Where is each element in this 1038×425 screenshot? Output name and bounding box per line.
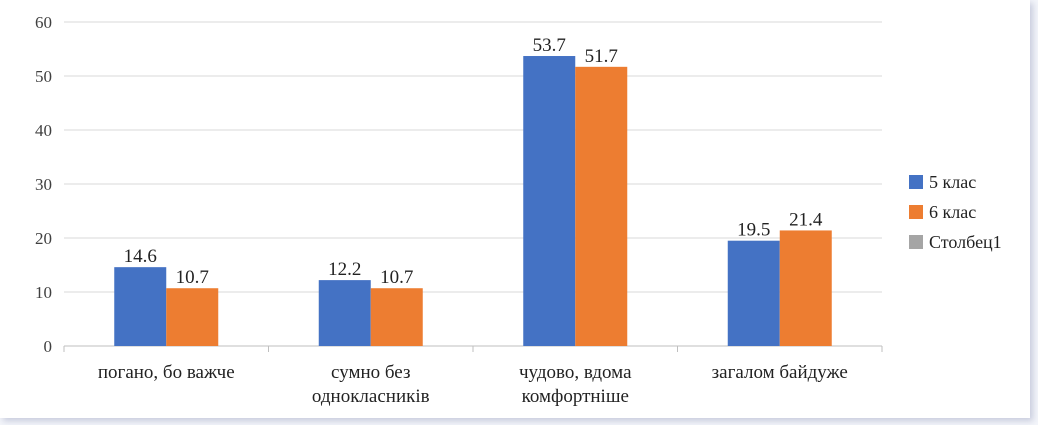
bar [523, 56, 576, 347]
legend-label: 5 клас [929, 172, 976, 192]
bar [779, 230, 832, 346]
y-tick-label: 60 [35, 13, 52, 32]
category-label-line: загалом байдуже [712, 362, 848, 383]
bar [114, 267, 167, 346]
data-label: 21.4 [789, 209, 823, 230]
category-label-line: погано, бо важче [98, 362, 235, 383]
bar [318, 280, 371, 346]
legend-swatch [909, 175, 923, 189]
bar [370, 288, 423, 346]
data-label: 51.7 [585, 46, 618, 67]
data-label: 53.7 [533, 35, 566, 56]
bar-chart: 0 10 20 30 40 50 60 14.6 10.7 погано, бо важче 12.… [35, 13, 1002, 407]
category-label-line: сумно без [331, 362, 410, 383]
y-tick-label: 40 [35, 121, 52, 140]
data-label: 12.2 [328, 259, 361, 280]
category-label-line: комфортніше [522, 386, 629, 407]
legend-label: Столбец1 [929, 232, 1002, 252]
legend-label: 6 клас [929, 202, 976, 222]
category-label: загалом байдуже [712, 362, 848, 383]
legend-swatch [909, 235, 923, 249]
data-label: 10.7 [176, 267, 209, 288]
bar [575, 66, 628, 346]
y-tick-label: 0 [44, 337, 53, 356]
y-tick-label: 30 [35, 175, 52, 194]
bar [727, 240, 780, 346]
data-label: 19.5 [737, 220, 770, 241]
category-label: чудово, вдома комфортніше [519, 362, 632, 407]
y-tick-label: 10 [35, 283, 52, 302]
category-label: сумно без однокласників [312, 362, 430, 407]
category-label-line: однокласників [312, 386, 430, 407]
category-label: погано, бо важче [98, 362, 235, 383]
chart-frame: 0 10 20 30 40 50 60 14.6 10.7 погано, бо важче 12.… [0, 0, 1030, 418]
data-label: 10.7 [380, 267, 413, 288]
data-label: 14.6 [124, 246, 157, 267]
legend-swatch [909, 205, 923, 219]
bar [166, 288, 219, 346]
y-tick-label: 20 [35, 229, 52, 248]
y-tick-label: 50 [35, 67, 52, 86]
category-label-line: чудово, вдома [519, 362, 632, 383]
